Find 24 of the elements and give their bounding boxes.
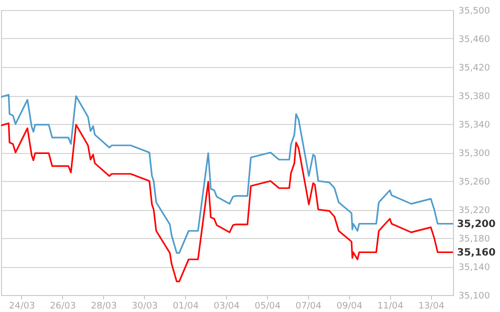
y-tick-label: 35,140 <box>458 263 490 273</box>
annotation: 35,200 <box>457 218 496 230</box>
y-tick-label: 35,380 <box>458 92 490 102</box>
x-tick-label: 09/04 <box>336 302 363 312</box>
x-tick-label: 03/04 <box>214 302 240 312</box>
y-tick-label: 35,500 <box>458 6 490 16</box>
x-tick-label: 05/04 <box>254 302 281 312</box>
y-tick-label: 35,180 <box>458 234 490 244</box>
x-tick-label: 30/03 <box>132 302 158 312</box>
y-tick-label: 35,460 <box>458 35 490 45</box>
annotation: 35,160 <box>457 247 496 258</box>
x-tick-label: 07/04 <box>296 302 322 312</box>
x-tick-label: 28/03 <box>90 302 117 312</box>
y-tick-label: 35,220 <box>458 206 490 216</box>
x-tick-label: 01/04 <box>172 302 199 312</box>
y-tick-label: 35,100 <box>458 292 490 302</box>
y-tick-label: 35,260 <box>458 178 490 188</box>
x-tick-label: 26/03 <box>50 302 76 312</box>
x-tick-label: 24/03 <box>9 302 35 312</box>
x-tick-label: 13/04 <box>418 302 445 312</box>
x-tick-label: 11/04 <box>377 302 404 312</box>
y-tick-label: 35,300 <box>458 149 490 159</box>
y-tick-label: 35,420 <box>458 64 490 74</box>
y-tick-label: 35,340 <box>458 120 490 130</box>
